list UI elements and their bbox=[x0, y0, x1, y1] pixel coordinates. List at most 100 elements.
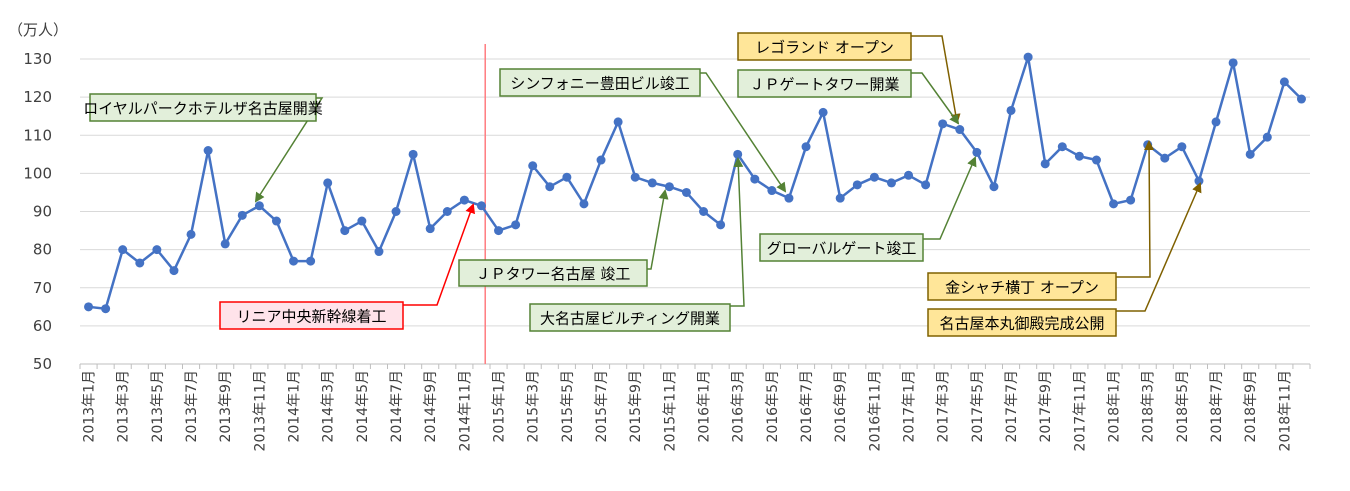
annotation-label: 大名古屋ビルヂィング開業 bbox=[540, 310, 720, 328]
data-point bbox=[442, 207, 452, 216]
data-point bbox=[271, 216, 281, 226]
data-point bbox=[647, 178, 657, 188]
x-tick-label: 2014年3月 bbox=[321, 370, 337, 443]
data-point bbox=[733, 149, 743, 159]
data-point bbox=[1177, 142, 1187, 152]
data-point bbox=[101, 304, 111, 314]
annotation-label: 名古屋本丸御殿完成公開 bbox=[939, 315, 1104, 333]
y-tick-label: 80 bbox=[33, 241, 52, 259]
data-point bbox=[203, 146, 213, 155]
annotation-arrow bbox=[254, 97, 324, 203]
data-point bbox=[425, 224, 435, 234]
annotation: ＪＰゲートタワー開業 bbox=[737, 69, 960, 125]
data-point bbox=[135, 258, 145, 268]
data-point bbox=[681, 187, 691, 197]
data-point bbox=[1126, 195, 1136, 205]
annotation: 金シャチ横丁 オープン bbox=[927, 140, 1155, 301]
data-point bbox=[1143, 140, 1153, 150]
data-point bbox=[784, 193, 794, 203]
y-tick-label: 60 bbox=[33, 317, 52, 335]
data-point bbox=[476, 201, 486, 211]
data-point bbox=[938, 119, 948, 129]
annotation: シンフォニー豊田ビル竣工 bbox=[499, 68, 787, 193]
x-tick-label: 2017年9月 bbox=[1038, 370, 1054, 443]
x-tick-label: 2014年1月 bbox=[287, 370, 303, 443]
series-layer bbox=[84, 52, 1306, 314]
y-tick-label: 130 bbox=[23, 50, 52, 68]
y-tick-label: 70 bbox=[33, 279, 52, 297]
annotation: リニア中央新幹線着工 bbox=[219, 203, 475, 330]
annotation-arrow bbox=[403, 203, 475, 306]
data-point bbox=[1023, 52, 1033, 62]
data-point bbox=[852, 180, 862, 190]
y-tick-label: 120 bbox=[23, 88, 52, 106]
data-point bbox=[972, 147, 982, 157]
data-point bbox=[84, 302, 94, 312]
data-point bbox=[904, 170, 914, 180]
data-point bbox=[596, 155, 606, 165]
x-tick-label: 2015年1月 bbox=[492, 370, 508, 443]
annotation-arrow bbox=[700, 72, 787, 193]
data-point bbox=[1279, 77, 1289, 87]
data-point bbox=[237, 210, 247, 220]
annotation-arrow bbox=[911, 72, 960, 125]
data-point bbox=[391, 207, 401, 216]
data-point bbox=[1040, 159, 1050, 169]
data-point bbox=[699, 207, 709, 216]
x-tick-label: 2014年9月 bbox=[423, 370, 439, 443]
data-point bbox=[1194, 176, 1204, 186]
x-tick-label: 2016年3月 bbox=[731, 370, 747, 443]
data-point bbox=[1228, 58, 1238, 68]
data-point bbox=[613, 117, 623, 127]
annotation-box bbox=[927, 308, 1117, 337]
data-point bbox=[1245, 149, 1255, 159]
annotation-box bbox=[759, 233, 924, 262]
x-tick-label: 2018年11月 bbox=[1277, 370, 1293, 451]
data-point bbox=[767, 186, 777, 196]
data-point bbox=[169, 266, 179, 276]
annotation-box bbox=[219, 301, 404, 330]
y-tick-label: 90 bbox=[33, 203, 52, 221]
x-tick-label: 2013年3月 bbox=[116, 370, 132, 443]
x-tick-label: 2017年1月 bbox=[902, 370, 918, 443]
annotation-arrow bbox=[1116, 182, 1202, 312]
data-point bbox=[801, 142, 811, 152]
data-point bbox=[1109, 199, 1119, 209]
data-point bbox=[186, 229, 196, 239]
data-point bbox=[1160, 153, 1170, 163]
annotation-box bbox=[737, 69, 912, 98]
x-tick-label: 2018年1月 bbox=[1107, 370, 1123, 443]
x-tick-label: 2018年7月 bbox=[1209, 370, 1225, 443]
y-tick-label: 50 bbox=[33, 355, 52, 373]
data-point bbox=[955, 125, 965, 135]
data-point bbox=[835, 193, 845, 203]
data-point bbox=[989, 182, 999, 192]
x-tick-label: 2015年5月 bbox=[560, 370, 576, 443]
annotation: ロイヤルパークホテルザ名古屋開業 bbox=[83, 93, 324, 203]
data-point bbox=[511, 220, 521, 230]
data-point bbox=[1211, 117, 1221, 127]
annotation-label: ＪＰタワー名古屋 竣工 bbox=[476, 265, 631, 283]
x-tick-label: 2016年5月 bbox=[765, 370, 781, 443]
x-tick-label: 2014年5月 bbox=[355, 370, 371, 443]
x-tick-label: 2017年7月 bbox=[1004, 370, 1020, 443]
annotation-label: レゴランド オープン bbox=[755, 39, 894, 57]
data-point bbox=[152, 245, 162, 255]
data-point bbox=[357, 216, 367, 226]
data-point bbox=[630, 172, 640, 182]
x-tick-label: 2013年11月 bbox=[252, 370, 268, 451]
x-tick-label: 2018年3月 bbox=[1141, 370, 1157, 443]
data-point bbox=[289, 256, 299, 266]
data-point bbox=[750, 174, 760, 184]
data-point bbox=[220, 239, 230, 249]
series-line bbox=[88, 55, 1303, 310]
data-point bbox=[562, 172, 572, 182]
data-point bbox=[1006, 105, 1016, 115]
y-tick-label: 110 bbox=[23, 126, 52, 144]
x-tick-label: 2017年11月 bbox=[1072, 370, 1088, 451]
annotation-arrow bbox=[647, 189, 669, 270]
data-point bbox=[1074, 151, 1084, 161]
